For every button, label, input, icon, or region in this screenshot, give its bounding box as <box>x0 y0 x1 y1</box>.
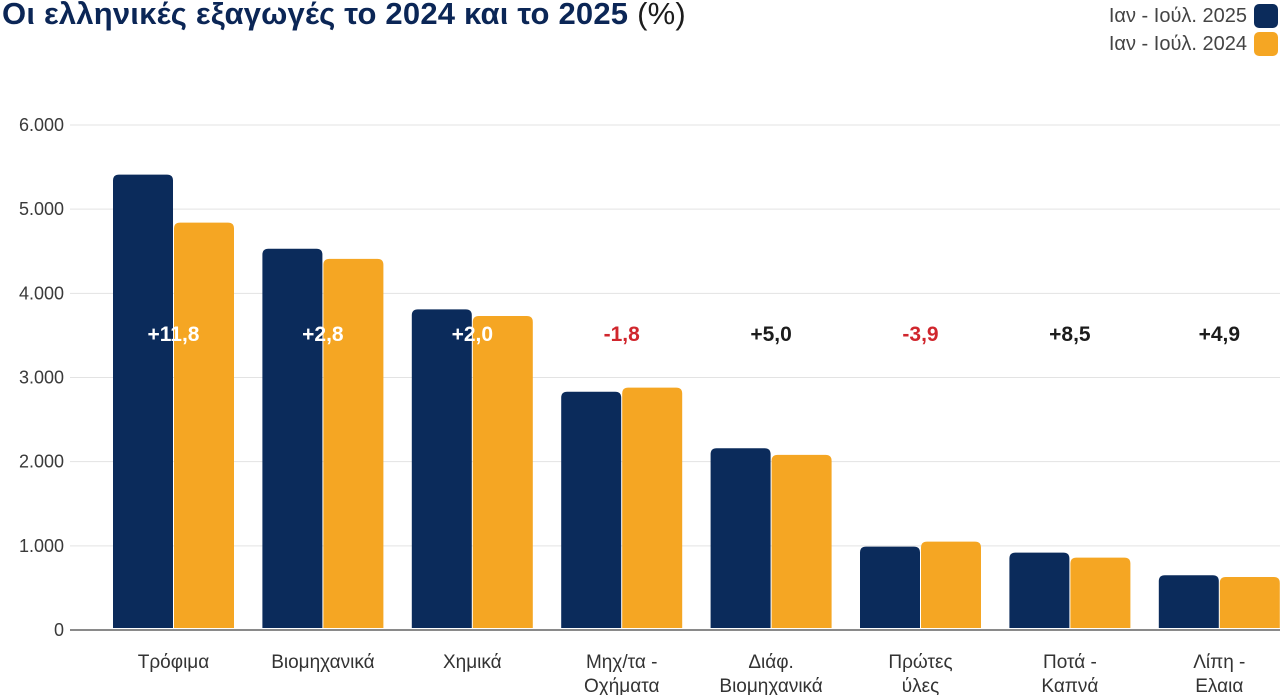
change-label: +11,8 <box>148 323 200 346</box>
category-label: Ποτά - <box>1043 652 1097 673</box>
change-label: +2,0 <box>452 323 493 346</box>
bar-2024 <box>921 541 981 628</box>
legend-label-2025: Ιαν - Ιούλ. 2025 <box>1108 4 1247 27</box>
bar-2025 <box>262 248 323 628</box>
legend: Ιαν - Ιούλ. 2025 Ιαν - Ιούλ. 2024 <box>1109 2 1278 58</box>
category-label: Χημικά <box>443 652 502 673</box>
bar-2024 <box>174 222 234 628</box>
bar-2024 <box>472 316 533 628</box>
category-label: Διάφ. <box>748 652 794 673</box>
bar-2025 <box>113 174 173 629</box>
y-tick-label: 3.000 <box>19 368 64 388</box>
category-label: Βιομηχανικά <box>271 652 374 673</box>
y-tick-label: 5.000 <box>19 199 64 219</box>
category-label: Βιομηχανικά <box>719 676 822 695</box>
y-tick-label: 4.000 <box>19 283 64 303</box>
y-tick-label: 6.000 <box>19 115 64 135</box>
bar-2025 <box>561 391 622 628</box>
category-label: Καπνά <box>1041 676 1098 695</box>
chart-title-text: Οι ελληνικές εξαγωγές το 2024 και το 202… <box>2 0 629 31</box>
y-tick-label: 2.000 <box>19 452 64 472</box>
change-label: +8,5 <box>1049 323 1091 346</box>
category-label: Τρόφιμα <box>138 652 209 673</box>
bar-2024 <box>1219 576 1280 628</box>
bar-2025 <box>710 448 771 628</box>
legend-swatch-2024 <box>1254 32 1278 56</box>
category-label: ύλες <box>902 676 940 695</box>
bar-2025 <box>1009 552 1070 628</box>
category-label: Ελαια <box>1195 676 1243 695</box>
change-label: -1,8 <box>604 323 641 346</box>
bar-2025 <box>860 546 920 628</box>
change-label: +2,8 <box>302 323 344 346</box>
change-label: +4,9 <box>1199 323 1240 346</box>
chart-title: Οι ελληνικές εξαγωγές το 2024 και το 202… <box>2 0 686 32</box>
category-label: Μηχ/τα - <box>586 652 657 673</box>
category-label: Οχήματα <box>584 676 659 695</box>
bar-2025 <box>1158 575 1219 628</box>
change-label: -3,9 <box>902 323 938 346</box>
bar-2024 <box>1070 557 1131 628</box>
change-label: +5,0 <box>750 323 791 346</box>
category-label: Πρώτες <box>888 652 952 673</box>
legend-swatch-2025 <box>1254 4 1278 28</box>
y-tick-label: 0 <box>54 620 64 640</box>
bar-2025 <box>411 309 472 628</box>
y-tick-label: 1.000 <box>19 536 64 556</box>
legend-item-2024: Ιαν - Ιούλ. 2024 <box>1109 30 1278 58</box>
legend-label-2024: Ιαν - Ιούλ. 2024 <box>1108 32 1247 55</box>
bar-2024 <box>771 454 832 628</box>
chart-title-unit: (%) <box>637 0 686 31</box>
category-label: Λίπη - <box>1193 652 1245 673</box>
bar-2024 <box>622 387 683 628</box>
bar-2024 <box>323 258 384 628</box>
legend-item-2025: Ιαν - Ιούλ. 2025 <box>1109 2 1278 30</box>
